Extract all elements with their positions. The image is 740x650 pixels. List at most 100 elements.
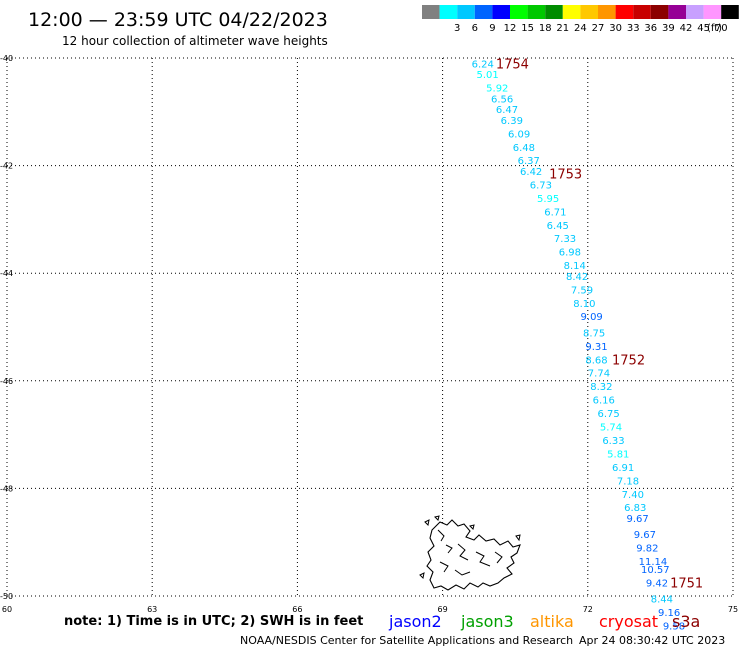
legend-tick-label: 24 <box>574 23 587 34</box>
legend-tick-label: 36 <box>644 23 657 34</box>
legend-swatch <box>422 5 440 19</box>
islet-outline <box>424 519 430 527</box>
wave-height-value: 8.44 <box>651 595 673 606</box>
track-number-label: 1751 <box>670 577 703 592</box>
map-axis-ticks: 60 63 66 69 72 75 -40 -42 -44 -46 -48 -50 <box>0 54 738 614</box>
wave-height-value: 9.67 <box>627 514 649 525</box>
legend-swatch <box>545 5 563 19</box>
inlet-outline <box>439 561 449 573</box>
longitude-tick-label: 63 <box>147 605 157 614</box>
legend-swatch <box>562 5 581 19</box>
legend-tick-label: 45 <box>697 23 710 34</box>
satellite-name: cryosat <box>599 612 658 631</box>
latitude-tick-label: -42 <box>0 162 13 171</box>
legend-swatch <box>439 5 458 19</box>
latitude-tick-label: -40 <box>0 54 13 63</box>
page-subtitle: 12 hour collection of altimeter wave hei… <box>62 34 328 48</box>
wave-height-value: 6.83 <box>624 503 646 514</box>
legend-tick-label: 39 <box>662 23 675 34</box>
wave-height-observations: 6.245.01 5.926.566.476.39 6.09 6.48 6.376.42… <box>472 59 685 632</box>
wave-height-value: 6.42 <box>520 167 542 178</box>
wave-height-value: 6.33 <box>602 436 624 447</box>
wave-height-value: 6.45 <box>547 221 569 232</box>
wave-height-value: 6.09 <box>508 129 530 140</box>
satellite-name: jason3 <box>460 612 514 631</box>
inlet-outline <box>494 551 503 564</box>
legend-swatch <box>633 5 651 19</box>
legend-swatch <box>492 5 510 19</box>
legend-unit-label: (ft) <box>707 23 722 34</box>
legend-swatch <box>527 5 546 19</box>
main-island-outline <box>426 519 521 591</box>
map-grid <box>6 57 734 597</box>
track-number-labels: 1754 1753 1752 1751 <box>496 57 703 591</box>
wave-height-value: 5.81 <box>607 449 629 460</box>
longitude-tick-label: 69 <box>438 605 448 614</box>
wave-height-value: 6.24 <box>472 59 494 70</box>
satellite-name: s3a <box>672 612 700 631</box>
legend-tick-label: 9 <box>489 23 495 34</box>
islet-outline <box>434 515 440 521</box>
legend-swatch <box>510 5 528 19</box>
latitude-tick-label: -48 <box>0 484 13 493</box>
legend-tick-label: 18 <box>539 23 552 34</box>
wave-height-value: 7.59 <box>571 285 593 296</box>
wave-height-value: 8.32 <box>590 382 612 393</box>
wave-height-value: 9.09 <box>581 312 603 323</box>
longitude-tick-label: 66 <box>292 605 302 614</box>
islet-outline <box>515 534 521 542</box>
footer-timestamp: Apr 24 08:30:42 UTC 2023 <box>579 634 725 647</box>
page-title: 12:00 — 23:59 UTC 04/22/2023 <box>28 9 328 31</box>
footer-note: note: 1) Time is in UTC; 2) SWH is in fe… <box>64 614 363 629</box>
wave-height-value: 6.73 <box>530 180 552 191</box>
legend-tick-label: 42 <box>680 23 693 34</box>
inlet-outline <box>454 569 471 576</box>
wave-height-value: 11.14 <box>639 557 668 568</box>
wave-height-value: 7.40 <box>622 490 644 501</box>
legend-swatch <box>598 5 616 19</box>
legend-swatch <box>457 5 475 19</box>
inlet-outline <box>437 529 445 542</box>
kerguelen-islands-coastline <box>419 515 521 591</box>
islet-outline <box>419 572 425 580</box>
legend-tick-label: 3 <box>454 23 460 34</box>
wave-height-value: 10.57 <box>641 565 670 576</box>
legend-tick-label: 27 <box>592 23 605 34</box>
legend-tick-label: 12 <box>504 23 517 34</box>
satellite-name: jason2 <box>388 612 442 631</box>
wave-height-value: 8.10 <box>573 299 595 310</box>
legend-swatch <box>721 5 739 19</box>
wave-height-value: 5.92 <box>486 84 508 95</box>
wave-height-value: 8.14 <box>564 261 586 272</box>
wave-height-value: 5.01 <box>476 70 498 81</box>
wave-height-value: 6.75 <box>597 409 619 420</box>
legend-tick-label: 33 <box>627 23 640 34</box>
wave-height-value: 8.42 <box>566 272 588 283</box>
satellite-legend: jason2 jason3 altika cryosat s3a <box>388 612 700 631</box>
wave-height-value: 5.74 <box>600 423 622 434</box>
islet-outline <box>469 524 475 530</box>
wave-height-value: 9.82 <box>636 544 658 555</box>
wave-height-value: 5.95 <box>537 194 559 205</box>
track-number-label: 1754 <box>496 57 529 72</box>
wave-height-value: 7.74 <box>588 369 610 380</box>
latitude-tick-label: -50 <box>0 592 13 601</box>
legend-swatch <box>686 5 704 19</box>
wave-height-value: 6.37 <box>518 156 540 167</box>
legend-swatch <box>668 5 686 19</box>
wave-height-value: 6.16 <box>593 396 615 407</box>
legend-tick-label: 6 <box>472 23 478 34</box>
legend-swatch <box>580 5 598 19</box>
longitude-tick-label: 72 <box>583 605 593 614</box>
latitude-tick-label: -44 <box>0 269 13 278</box>
track-number-label: 1753 <box>549 168 582 183</box>
legend-tick-label: 21 <box>556 23 569 34</box>
wave-height-value: 6.48 <box>513 143 535 154</box>
longitude-tick-label: 75 <box>728 605 738 614</box>
wave-height-value: 9.67 <box>634 530 656 541</box>
inlet-outline <box>445 544 453 554</box>
legend-tick-label: 30 <box>609 23 622 34</box>
wave-height-value: 7.33 <box>554 234 576 245</box>
wave-height-value: 7.18 <box>617 476 639 487</box>
